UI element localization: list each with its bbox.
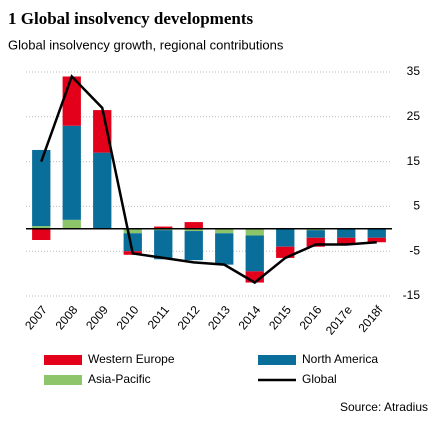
x-tick-label: 2013: [205, 303, 233, 333]
x-tick-label: 2009: [83, 303, 111, 333]
x-tick-label: 2015: [266, 303, 294, 333]
bar-segment: [245, 271, 264, 283]
bar-segment: [154, 230, 173, 260]
bar-segment: [93, 152, 112, 229]
bar-segment: [32, 228, 51, 240]
bar-segment: [32, 149, 51, 227]
x-tick-label: 2014: [236, 303, 264, 333]
bar-segment: [123, 228, 142, 234]
x-tick-label: 2011: [145, 303, 173, 332]
chart-subtitle: Global insolvency growth, regional contr…: [8, 37, 284, 52]
bar-segment: [123, 233, 142, 252]
source: Source: Atradius: [340, 400, 428, 414]
bar-segment: [62, 219, 81, 229]
bar-segment: [367, 237, 386, 243]
legend-swatch: [44, 355, 82, 365]
y-tick-label: 15: [407, 154, 421, 168]
x-tick-label: 2007: [22, 303, 50, 333]
legend-label: Global: [302, 372, 337, 386]
legend-label: Western Europe: [88, 352, 175, 366]
legend-label: Asia-Pacific: [88, 372, 151, 386]
bar-segment: [32, 226, 51, 229]
y-tick-label: 25: [407, 109, 421, 123]
x-tick-label: 2017e: [323, 303, 355, 338]
bar-segment: [337, 237, 356, 245]
y-tick-label: -5: [409, 243, 420, 257]
bar-segment: [184, 231, 203, 261]
x-tick-label: 2010: [114, 303, 142, 333]
bar-segment: [215, 233, 234, 265]
bar-segment: [93, 110, 112, 153]
bar-segment: [306, 230, 325, 238]
y-tick-label: 35: [407, 64, 421, 78]
bar-segment: [276, 228, 295, 247]
bar-segment: [154, 226, 173, 229]
y-tick-label: -15: [403, 288, 421, 302]
legend-label: North America: [302, 352, 378, 366]
bar-segment: [337, 228, 356, 238]
line: [40, 74, 377, 285]
bar-segment: [215, 228, 234, 234]
x-tick-label: 2012: [175, 303, 203, 333]
x-tick-label: 2016: [297, 303, 325, 333]
bar-segment: [367, 228, 386, 238]
legend-swatch: [44, 375, 82, 385]
bar-segment: [276, 246, 295, 258]
bar-segment: [184, 228, 203, 232]
bar-segment: [245, 228, 264, 236]
x-tick-label: 2018f: [355, 302, 385, 335]
x-tick-label: 2008: [53, 303, 81, 333]
bar-segment: [245, 235, 264, 272]
legend-swatch: [258, 355, 296, 365]
bar-segment: [62, 125, 81, 220]
y-tick-label: 5: [413, 199, 420, 213]
chart-title: 1 Global insolvency developments: [8, 9, 253, 28]
bar-segment: [306, 237, 325, 247]
bar-segment: [184, 222, 203, 229]
